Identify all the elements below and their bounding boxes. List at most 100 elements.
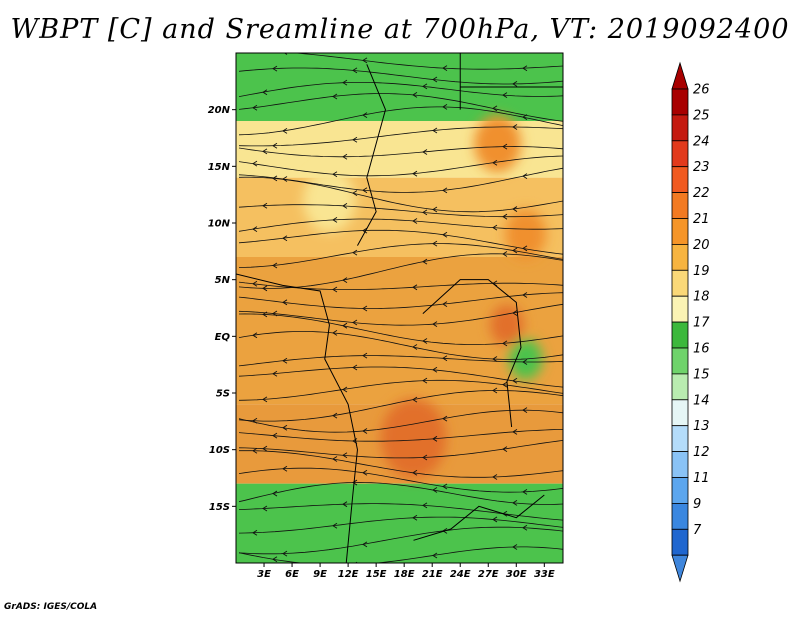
streamline-arrow (272, 142, 278, 149)
streamline-arrow (332, 330, 338, 336)
streamline (238, 126, 563, 147)
streamline-arrow (412, 284, 418, 291)
streamline (238, 281, 563, 290)
lon-tick-label: 24E (450, 569, 471, 580)
streamline-arrow (512, 377, 518, 384)
streamline (238, 303, 563, 326)
lon-tick-label: 33E (534, 569, 555, 580)
streamline-arrow (362, 112, 368, 118)
colorbar-label: 17 (693, 316, 710, 331)
colorbar: 26 25 24 23 22 21 20 19 18 17 16 15 14 13 12 11 9 7 (671, 61, 710, 583)
streamline-arrow (272, 262, 278, 269)
streamline-arrow (502, 143, 508, 150)
streamline-arrow (432, 76, 438, 83)
streamline-arrow (342, 452, 348, 459)
streamline-arrow (412, 92, 418, 98)
streamline-arrow (352, 319, 358, 326)
colorbar-swatch (671, 399, 689, 427)
streamline-arrow (422, 454, 428, 461)
streamline-arrow (412, 469, 418, 476)
streamline (238, 331, 563, 360)
streamline-arrow (362, 227, 368, 234)
border-line (422, 279, 522, 428)
streamline-arrow (512, 310, 518, 316)
streamline-arrow (282, 128, 288, 134)
streamline (238, 106, 563, 136)
streamline (238, 516, 563, 534)
coastline-west-africa (236, 273, 358, 563)
colorbar-swatch (671, 321, 689, 349)
streamline-arrow (432, 487, 438, 493)
streamline-arrow (342, 202, 348, 209)
streamline-arrow (332, 456, 338, 462)
streamline-arrow (352, 67, 358, 74)
streamline-arrow (522, 292, 528, 298)
lat-tick-label: 15S (209, 502, 230, 513)
streamline (238, 155, 563, 177)
streamline (238, 82, 563, 97)
lon-tick-label: 6E (285, 569, 299, 580)
streamline-arrow (442, 104, 448, 110)
streamline-arrow (442, 415, 448, 422)
colorbar-label: 19 (693, 264, 710, 279)
border-line (413, 494, 545, 541)
lon-tick-label: 12E (338, 569, 359, 580)
streamline (238, 440, 563, 459)
streamline-arrow (492, 356, 498, 362)
colorbar-swatch (671, 373, 689, 401)
streamline (238, 229, 563, 255)
streamline-arrow (282, 424, 288, 431)
lon-tick-label: 27E (478, 569, 499, 580)
streamline-arrow (332, 286, 338, 293)
streamline-arrow (432, 552, 438, 559)
streamline (238, 379, 563, 401)
streamline-arrow (362, 305, 368, 312)
streamline-arrow (432, 206, 438, 213)
colorbar-label: 24 (693, 134, 710, 149)
streamline (238, 366, 563, 388)
streamline-arrow (412, 344, 418, 350)
streamline (238, 390, 563, 422)
streamline-arrow (522, 173, 528, 180)
streamline-arrow (432, 366, 438, 373)
streamline (238, 526, 563, 555)
lat-tick-label: 15N (208, 162, 231, 173)
lon-tick-label: 3E (257, 569, 271, 580)
colorbar-label: 12 (693, 445, 710, 460)
streamline-arrow (412, 170, 418, 177)
streamline-arrow (442, 65, 448, 72)
streamline-arrow (522, 407, 528, 414)
lon-tick-label: 21E (422, 569, 443, 580)
streamline-arrow (282, 465, 288, 472)
streamline-arrow (432, 127, 438, 134)
streamline (238, 355, 563, 367)
wbpt-field (236, 53, 563, 563)
colorbar-swatch (671, 295, 689, 323)
colorbar-swatch (671, 218, 689, 245)
streamline-arrow (362, 57, 368, 64)
streamline-arrow (262, 396, 268, 403)
streamline (238, 218, 563, 232)
streamline-arrow (422, 338, 428, 344)
streamline-arrow (502, 92, 508, 98)
lon-tick-label: 15E (366, 569, 387, 580)
streamline-arrow (332, 217, 338, 223)
streamline-arrow (362, 428, 368, 434)
streamline-arrow (262, 148, 268, 155)
streamline (238, 429, 563, 442)
lat-tick-label: 5N (215, 275, 231, 286)
streamline (238, 243, 563, 268)
streamline-arrow (492, 516, 498, 523)
streamline-arrow (352, 190, 358, 196)
streamline-arrow (512, 429, 518, 435)
streamline-arrow (432, 435, 438, 442)
streamline-arrow (512, 206, 518, 212)
lat-tick-label: EQ (215, 332, 231, 343)
streamline-arrow (362, 187, 368, 194)
streamline-arrow (362, 541, 368, 548)
streamline-arrow (412, 218, 418, 224)
streamline-arrow (522, 245, 528, 252)
streamline-arrow (352, 136, 358, 143)
colorbar-swatch (671, 451, 689, 478)
streamline-arrow (442, 301, 448, 308)
